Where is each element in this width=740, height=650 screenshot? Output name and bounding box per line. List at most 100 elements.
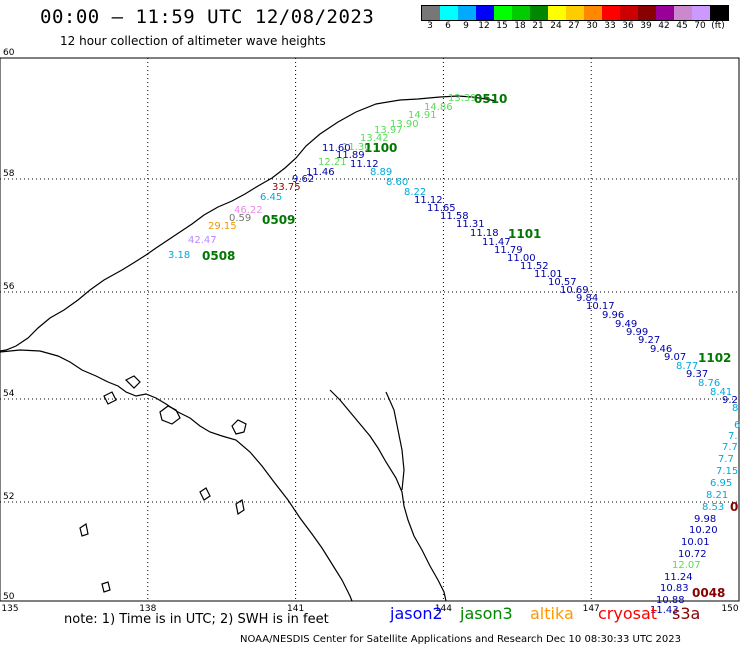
scale-label: 36 xyxy=(622,21,634,31)
wave-height-label: 7.7 xyxy=(722,442,738,453)
wave-height-label: 7. xyxy=(728,431,738,442)
wave-height-label: 10.69 xyxy=(560,285,589,296)
wave-height-label: 11.43 xyxy=(650,605,679,616)
scale-label: 12 xyxy=(478,21,490,31)
lon-tick-label: 144 xyxy=(435,604,452,614)
scale-swatch xyxy=(584,6,602,20)
scale-swatch xyxy=(674,6,692,20)
scale-swatch xyxy=(638,6,656,20)
wave-height-label: 10.72 xyxy=(678,549,707,560)
wave-height-label: 11.46 xyxy=(306,167,335,178)
scale-label: 30 xyxy=(586,21,598,31)
scale-swatch xyxy=(494,6,512,20)
scale-swatch xyxy=(530,6,548,20)
pass-time-label: 0048 xyxy=(692,586,725,600)
scale-label: 6 xyxy=(445,21,451,31)
island-c xyxy=(103,391,117,405)
wave-height-label: 11.65 xyxy=(427,203,456,214)
lon-tick-label: 147 xyxy=(583,604,600,614)
pass-time-label: 0509 xyxy=(262,213,295,227)
wave-height-label: 9.27 xyxy=(638,335,660,346)
wave-height-label: 8.22 xyxy=(404,187,426,198)
wave-height-label: 9.96 xyxy=(602,310,624,321)
island-f xyxy=(101,581,111,593)
pass-time-label: 0508 xyxy=(202,249,235,263)
wave-height-label: 29.15 xyxy=(208,221,237,232)
wave-height-label: 11.52 xyxy=(520,261,549,272)
wave-height-label: 8.60 xyxy=(386,177,408,188)
scale-swatch xyxy=(512,6,530,20)
island-d xyxy=(235,499,245,515)
wave-height-label: 13.42 xyxy=(360,133,389,144)
pass-time-label: 0510 xyxy=(474,92,507,106)
pass-time-label: 1101 xyxy=(508,227,541,241)
pass-time-labels: 0510 1100 0509 1101 0508 1102 0 0048 xyxy=(202,92,738,600)
island-g xyxy=(199,487,211,501)
wave-height-label: 8.21 xyxy=(706,490,728,501)
scale-label: 15 xyxy=(496,21,508,31)
lon-tick-label: 150 xyxy=(721,604,738,614)
scale-swatch xyxy=(602,6,620,20)
okhotsk-coast-east xyxy=(439,95,497,102)
wave-height-label: 10.01 xyxy=(681,537,710,548)
color-scale xyxy=(421,5,729,21)
wave-height-observations: 13.3914.8614.9113.9013.9713.4211.3011.60… xyxy=(168,93,740,616)
wave-height-label: 11.18 xyxy=(470,228,499,239)
scale-label: 18 xyxy=(514,21,526,31)
wave-height-label: 11.12 xyxy=(414,195,443,206)
wave-height-label: 11.60 xyxy=(322,143,351,154)
wave-height-label: 8.41 xyxy=(710,387,732,398)
lat-tick-label: 58 xyxy=(3,169,15,179)
wave-height-label: 9.62 xyxy=(292,174,314,185)
wave-height-label: 9.37 xyxy=(686,369,708,380)
wave-height-label: 9.07 xyxy=(664,352,686,363)
scale-label: 70 xyxy=(694,21,706,31)
lon-tick-label: 138 xyxy=(139,604,156,614)
color-scale-labels: 3 6 9 12 15 18 21 24 27 30 33 36 39 42 45 70 (ft) xyxy=(421,21,727,31)
wave-height-label: 11.89 xyxy=(336,150,365,161)
scale-swatch xyxy=(548,6,566,20)
wave-height-label: 33.75 xyxy=(272,182,301,193)
scale-swatch xyxy=(656,6,674,20)
coastline xyxy=(0,95,497,602)
map-frame xyxy=(0,57,740,602)
wave-height-label: 12.21 xyxy=(318,157,347,168)
wave-height-label: 11.24 xyxy=(664,572,693,583)
scale-swatch xyxy=(458,6,476,20)
wave-height-label: 3.18 xyxy=(168,250,190,261)
wave-height-label: 7.7 xyxy=(718,454,734,465)
wave-height-label: 9.99 xyxy=(626,327,648,338)
wave-height-label: 14.86 xyxy=(424,102,453,113)
credit-text: NOAA/NESDIS Center for Satellite Applica… xyxy=(240,634,682,645)
lat-tick-label: 50 xyxy=(3,592,15,602)
map-title: 00:00 — 11:59 UTC 12/08/2023 xyxy=(40,6,375,28)
legend-cryosat: cryosat xyxy=(598,604,658,623)
scale-label: (ft) xyxy=(711,21,725,31)
scale-label: 3 xyxy=(427,21,433,31)
sakhalin-east xyxy=(385,391,405,491)
legend-jason3: jason3 xyxy=(460,604,513,623)
wave-height-label: 14.91 xyxy=(408,110,437,121)
wave-height-label: 11.12 xyxy=(350,159,379,170)
okhotsk-coast xyxy=(0,96,441,352)
lat-tick-label: 60 xyxy=(3,48,15,58)
wave-height-label: 10.57 xyxy=(548,277,577,288)
wave-height-label: 11.31 xyxy=(456,219,485,230)
scale-swatch xyxy=(566,6,584,20)
lat-tick-label: 54 xyxy=(3,389,15,399)
wave-height-label: 0.59 xyxy=(229,213,251,224)
wave-height-label: 46.22 xyxy=(234,205,263,216)
scale-label: 9 xyxy=(463,21,469,31)
scale-label: 42 xyxy=(658,21,670,31)
scale-label: 33 xyxy=(604,21,616,31)
legend-jason2: jason2 xyxy=(390,604,443,623)
pass-time-label: 1102 xyxy=(698,351,731,365)
legend-altika: altika xyxy=(530,604,574,623)
wave-height-label: 10.20 xyxy=(689,525,718,536)
map-subtitle: 12 hour collection of altimeter wave hei… xyxy=(60,34,326,48)
note-text: note: 1) Time is in UTC; 2) SWH is in fe… xyxy=(64,612,329,627)
island-e xyxy=(79,523,89,537)
island-a xyxy=(231,419,247,435)
